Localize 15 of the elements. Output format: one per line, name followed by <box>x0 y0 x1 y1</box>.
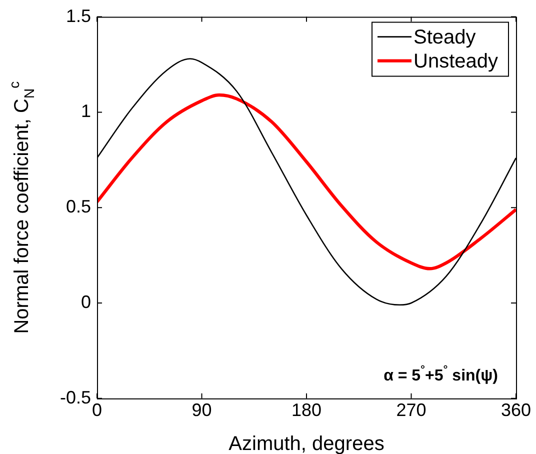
legend-label: Steady <box>414 26 476 48</box>
y-tick-label: 1.5 <box>66 6 91 26</box>
y-tick-label: 1 <box>80 101 91 122</box>
x-tick-label: 180 <box>291 400 322 420</box>
y-axis-title: Normal force coefficient, CNc <box>6 81 37 334</box>
x-tick-label: 90 <box>192 400 212 420</box>
y-tick-label: 0 <box>80 292 91 312</box>
x-tick-label: 360 <box>500 400 532 420</box>
x-tick-label: 270 <box>396 400 426 420</box>
x-axis-title: Azimuth, degrees <box>228 433 384 454</box>
line-series <box>97 93 516 270</box>
y-tick-label: -0.5 <box>60 387 91 408</box>
annotation: α = 5°+5° sin(ψ) <box>384 364 498 384</box>
y-tick-label: 0.5 <box>66 196 91 217</box>
legend-label: Unsteady <box>414 50 498 72</box>
